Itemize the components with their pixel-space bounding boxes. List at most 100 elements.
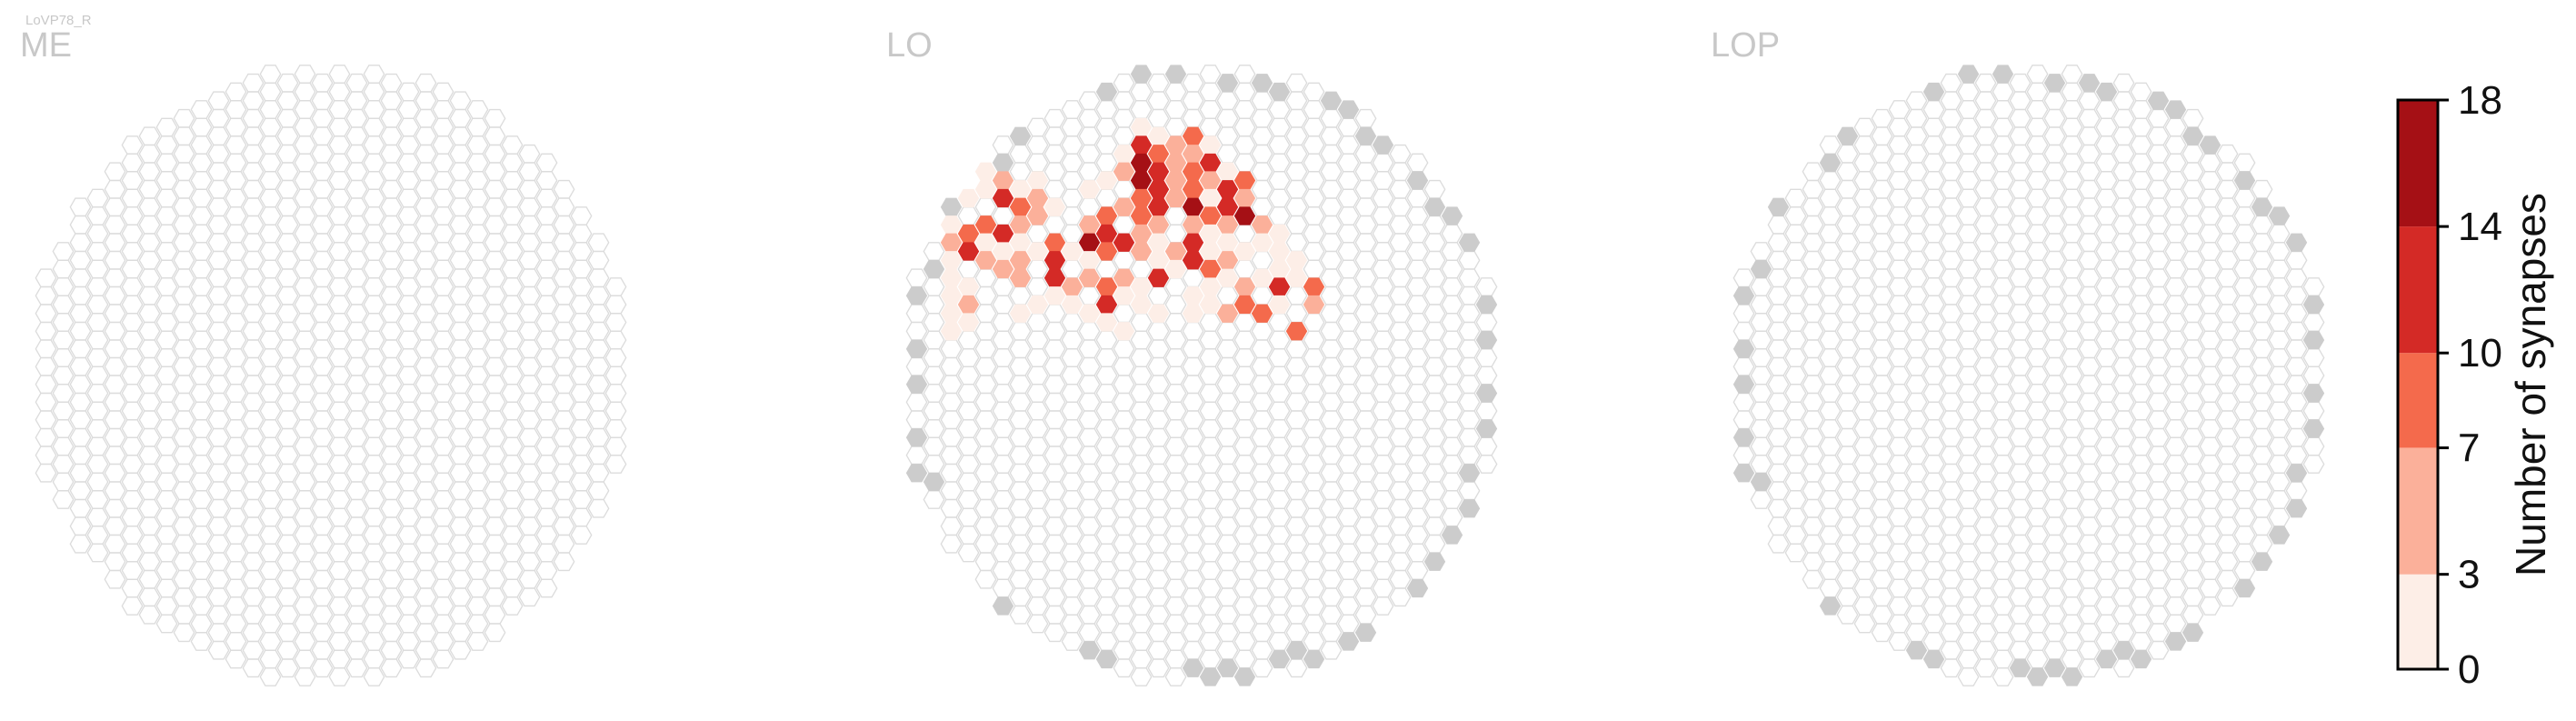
- empty-hex: [587, 233, 610, 253]
- empty-hex: [2285, 392, 2308, 412]
- empty-hex: [35, 427, 57, 447]
- empty-hex: [2009, 73, 2032, 93]
- empty-hex: [328, 384, 351, 403]
- empty-hex: [2199, 401, 2222, 421]
- empty-hex: [2078, 91, 2101, 111]
- synapse-hex: [1130, 171, 1153, 190]
- empty-hex: [1406, 153, 1429, 173]
- empty-hex: [1147, 587, 1170, 607]
- empty-hex: [276, 339, 299, 359]
- empty-hex: [2164, 507, 2187, 527]
- empty-hex: [69, 463, 92, 483]
- empty-hex: [345, 587, 368, 607]
- empty-hex: [1130, 578, 1153, 598]
- empty-hex: [1216, 410, 1239, 430]
- empty-hex: [2199, 490, 2222, 509]
- empty-hex: [345, 516, 368, 536]
- empty-hex: [1078, 498, 1101, 518]
- empty-hex: [86, 188, 109, 208]
- empty-hex: [1458, 250, 1481, 270]
- empty-hex: [311, 516, 334, 536]
- empty-hex: [1974, 73, 1997, 93]
- empty-hex: [207, 233, 230, 253]
- empty-hex: [1337, 171, 1360, 190]
- empty-hex: [190, 153, 213, 173]
- empty-hex: [1888, 490, 1911, 509]
- empty-hex: [535, 526, 558, 545]
- empty-hex: [138, 321, 161, 341]
- empty-hex: [570, 472, 593, 492]
- empty-hex: [1992, 614, 2014, 634]
- empty-hex: [2043, 162, 2066, 182]
- empty-hex: [1940, 658, 1962, 678]
- edge-hex: [1732, 286, 1755, 305]
- empty-hex: [1043, 463, 1066, 483]
- empty-hex: [311, 375, 334, 395]
- empty-hex: [992, 472, 1014, 492]
- empty-hex: [992, 526, 1014, 545]
- empty-hex: [2233, 384, 2256, 403]
- empty-hex: [2112, 498, 2135, 518]
- empty-hex: [484, 126, 506, 146]
- empty-hex: [1389, 534, 1412, 554]
- empty-hex: [1268, 526, 1291, 545]
- empty-hex: [1061, 436, 1083, 456]
- empty-hex: [69, 516, 92, 536]
- empty-hex: [1372, 401, 1394, 421]
- empty-hex: [138, 427, 161, 447]
- edge-hex: [1095, 649, 1118, 669]
- synapse-hex: [940, 286, 963, 305]
- empty-hex: [328, 561, 351, 580]
- synapse-hex: [1182, 162, 1204, 181]
- empty-hex: [2043, 552, 2066, 572]
- empty-hex: [328, 277, 351, 296]
- empty-hex: [449, 375, 472, 395]
- empty-hex: [501, 384, 524, 403]
- empty-hex: [2182, 587, 2204, 607]
- synapse-hex: [1251, 215, 1273, 235]
- empty-hex: [2078, 356, 2101, 376]
- empty-hex: [1078, 623, 1101, 643]
- empty-hex: [276, 285, 299, 305]
- empty-hex: [1372, 436, 1394, 456]
- empty-hex: [2009, 91, 2032, 111]
- empty-hex: [1061, 596, 1083, 616]
- empty-hex: [1940, 552, 1962, 572]
- empty-hex: [1406, 561, 1429, 580]
- empty-hex: [1888, 153, 1911, 173]
- empty-hex: [1441, 455, 1463, 474]
- empty-hex: [1750, 313, 1772, 332]
- empty-hex: [1992, 135, 2014, 155]
- empty-hex: [1320, 640, 1343, 660]
- empty-hex: [1147, 463, 1170, 483]
- empty-hex: [604, 295, 627, 315]
- empty-hex: [1406, 436, 1429, 456]
- empty-hex: [173, 108, 195, 128]
- empty-hex: [484, 623, 506, 643]
- empty-hex: [518, 534, 541, 554]
- empty-hex: [35, 410, 57, 430]
- empty-hex: [1026, 366, 1049, 386]
- empty-hex: [2233, 224, 2256, 244]
- empty-hex: [1441, 277, 1463, 296]
- empty-hex: [957, 384, 980, 403]
- empty-hex: [345, 73, 368, 93]
- empty-hex: [242, 197, 265, 217]
- empty-hex: [259, 224, 282, 244]
- empty-hex: [121, 224, 144, 244]
- empty-hex: [259, 543, 282, 563]
- empty-hex: [1992, 384, 2014, 403]
- edge-hex: [923, 472, 945, 492]
- edge-hex: [1268, 82, 1291, 102]
- empty-hex: [2026, 295, 2049, 315]
- empty-hex: [311, 658, 334, 678]
- empty-hex: [311, 569, 334, 589]
- empty-hex: [242, 587, 265, 607]
- empty-hex: [173, 268, 195, 288]
- empty-hex: [432, 632, 454, 651]
- empty-hex: [2268, 455, 2291, 474]
- empty-hex: [259, 526, 282, 545]
- empty-hex: [311, 321, 334, 341]
- empty-hex: [380, 605, 403, 625]
- empty-hex: [397, 188, 420, 208]
